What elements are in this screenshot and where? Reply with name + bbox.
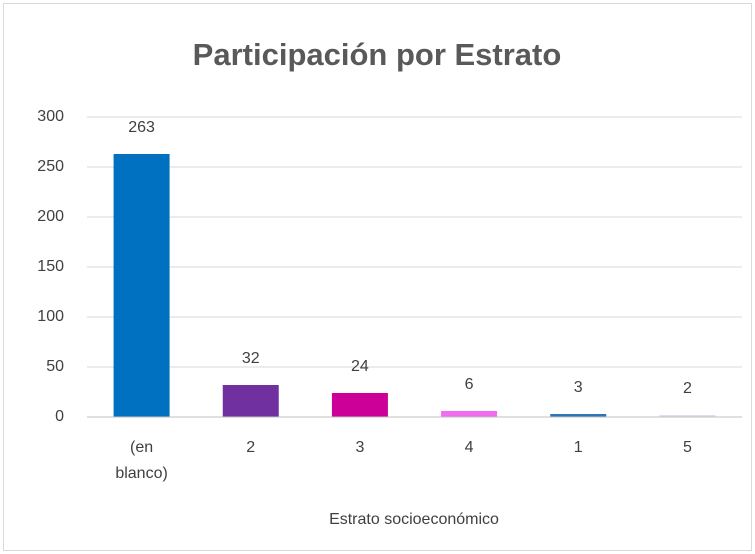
bar [113,154,170,417]
x-tick-label: 2 [246,439,256,456]
bar [222,385,279,417]
value-label: 2 [683,380,692,397]
bar [331,393,388,417]
bar [659,415,716,417]
value-label: 263 [128,119,155,136]
x-tick-label: 3 [355,439,365,456]
value-label: 24 [351,358,369,375]
y-tick-label: 100 [37,308,64,325]
y-tick-label: 0 [55,408,64,425]
value-label: 6 [465,376,474,393]
y-tick-label: 50 [46,358,64,375]
y-tick-label: 250 [37,158,64,175]
x-tick-label: 5 [682,439,692,456]
value-label: 3 [574,379,583,396]
y-tick-label: 200 [37,208,64,225]
value-label: 32 [242,350,260,367]
y-tick-label: 150 [37,258,64,275]
x-tick-label: (en blanco) [115,439,168,482]
chart-title: Participación por Estrato [193,37,562,72]
x-tick-label: 4 [464,439,474,456]
x-tick-label: 1 [573,439,583,456]
bar [441,411,498,417]
x-axis-title: Estrato socioeconómico [329,511,499,528]
bar [550,414,607,417]
y-tick-label: 300 [37,108,64,125]
